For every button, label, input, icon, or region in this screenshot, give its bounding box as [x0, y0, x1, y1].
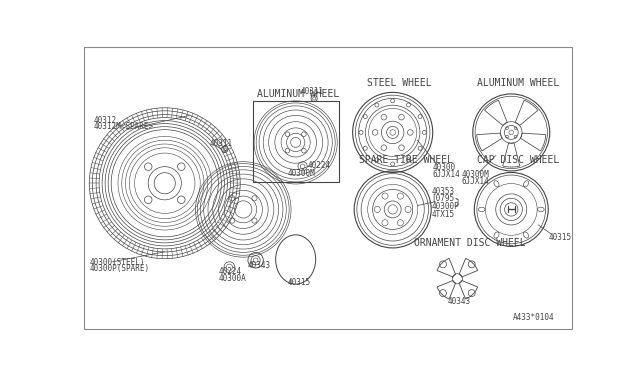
- Text: STEEL WHEEL: STEEL WHEEL: [367, 78, 432, 88]
- Text: 6JJX14: 6JJX14: [433, 170, 460, 179]
- Text: 40315: 40315: [288, 278, 311, 287]
- Text: 40224: 40224: [307, 161, 330, 170]
- Text: 40300M: 40300M: [461, 170, 489, 179]
- Text: 40311: 40311: [209, 139, 232, 148]
- Text: CAP DISC WHEEL: CAP DISC WHEEL: [477, 155, 559, 165]
- Text: 40300M: 40300M: [287, 169, 315, 178]
- Text: 40353: 40353: [431, 187, 454, 196]
- Text: ALUMINUM WHEEL: ALUMINUM WHEEL: [477, 78, 559, 88]
- Text: 40311: 40311: [301, 87, 324, 96]
- Text: 4TX15: 4TX15: [431, 210, 454, 219]
- Text: 40343: 40343: [447, 298, 470, 307]
- Text: J: J: [454, 199, 459, 208]
- Text: 40224: 40224: [219, 267, 242, 276]
- Text: 40300P(SPARE): 40300P(SPARE): [90, 264, 149, 273]
- Bar: [253, 101, 339, 183]
- Text: SPARE TIRE WHEEL: SPARE TIRE WHEEL: [359, 155, 453, 165]
- Text: 40312M<SPARE>: 40312M<SPARE>: [93, 122, 153, 131]
- Text: 40300: 40300: [433, 163, 456, 173]
- Text: 40315: 40315: [548, 233, 572, 242]
- Text: A433*0104: A433*0104: [513, 313, 554, 322]
- Text: [0795-: [0795-: [431, 193, 459, 202]
- Text: 40312: 40312: [93, 116, 116, 125]
- Text: ORNAMENT DISC WHEEL: ORNAMENT DISC WHEEL: [414, 238, 526, 248]
- Text: ALUMINUM WHEEL: ALUMINUM WHEEL: [257, 89, 339, 99]
- Text: 40300A: 40300A: [219, 273, 246, 283]
- Text: 40300(STEEL): 40300(STEEL): [90, 258, 145, 267]
- Text: 40343: 40343: [247, 261, 270, 270]
- Text: 40300P: 40300P: [431, 202, 459, 211]
- Text: 6JJX14: 6JJX14: [461, 177, 489, 186]
